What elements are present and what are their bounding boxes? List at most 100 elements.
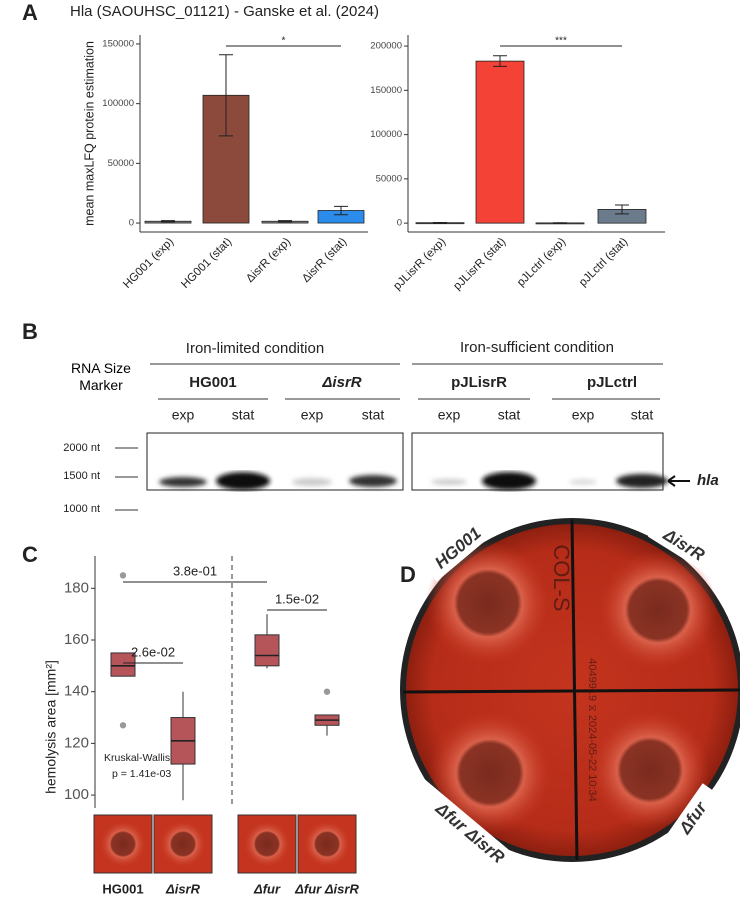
strain: ΔisrR xyxy=(321,374,361,391)
x-tick-label: ΔisrR xyxy=(165,881,201,896)
y-axis-label: hemolysis area [mm²] xyxy=(43,660,59,794)
band xyxy=(349,475,397,487)
y-tick-label: 100000 xyxy=(370,129,402,140)
error-bar xyxy=(278,220,292,223)
phase: exp xyxy=(172,407,195,423)
error-bar xyxy=(493,55,507,67)
x-tick-label: HG001 (stat) xyxy=(179,236,234,291)
condition: Iron-sufficient condition xyxy=(460,339,614,356)
x-tick-label: ΔisrR (exp) xyxy=(244,236,293,285)
bands xyxy=(159,472,668,490)
thumb-halo xyxy=(243,820,291,868)
x-tick-label: ΔisrR (stat) xyxy=(300,236,349,285)
label-paper xyxy=(421,514,495,582)
box xyxy=(110,652,136,677)
bar xyxy=(475,60,525,224)
marker: 2000 nt xyxy=(63,442,100,454)
figure-title: Hla (SAOUHSC_01121) - Ganske et al. (202… xyxy=(70,3,379,20)
band xyxy=(216,472,270,490)
y-tick-label: 140 xyxy=(64,683,89,700)
label-paper xyxy=(408,778,532,888)
thumb-halo xyxy=(99,820,147,868)
band xyxy=(292,478,332,486)
outlier xyxy=(323,688,331,695)
error-bar xyxy=(433,221,447,224)
plate xyxy=(400,518,740,862)
y-tick-label: 160 xyxy=(64,631,89,648)
outlier xyxy=(119,572,127,579)
label-paper xyxy=(647,516,721,574)
error-bar xyxy=(161,220,175,223)
outlier xyxy=(119,722,127,729)
box xyxy=(254,634,280,667)
target: hla xyxy=(697,472,719,489)
x-tick-label: HG001 (exp) xyxy=(121,236,176,291)
arrow xyxy=(667,475,690,487)
error-bar xyxy=(334,205,348,216)
phase: exp xyxy=(438,407,461,423)
panel-label: C xyxy=(22,542,38,567)
x-tick-label: pJLctrl (exp) xyxy=(515,236,568,289)
p-value: 2.6e-02 xyxy=(131,644,175,659)
error-bar xyxy=(219,54,233,137)
band xyxy=(431,479,467,485)
plate-label: ΔisrR xyxy=(647,516,721,574)
y-tick-label: 120 xyxy=(64,734,89,751)
test-name: Kruskal-Wallis xyxy=(104,752,170,764)
band xyxy=(159,477,207,487)
y-tick-label: 150000 xyxy=(370,85,402,96)
y-tick-label: 0 xyxy=(129,218,134,229)
marker-title-box: RNA Size Marker xyxy=(71,360,131,393)
error-bar xyxy=(615,204,629,215)
x-tick-label: pJLisrR (exp) xyxy=(391,236,448,293)
phase: stat xyxy=(362,407,385,423)
x-tick-label: Δfur ΔisrR xyxy=(294,881,359,896)
strain: HG001 xyxy=(189,374,237,391)
x-tick-label: pJLisrR (stat) xyxy=(451,236,508,293)
panel-label: D xyxy=(400,562,416,587)
band xyxy=(616,474,668,488)
phase: stat xyxy=(498,407,521,423)
thumb-halo xyxy=(303,820,351,868)
significance: *** xyxy=(555,36,567,47)
condition: Iron-limited condition xyxy=(186,340,324,357)
phase: exp xyxy=(301,407,324,423)
x-tick-label: Δfur xyxy=(253,881,281,896)
band xyxy=(569,479,597,485)
northern-blot: Iron-limited condition Iron-sufficient c… xyxy=(63,339,718,515)
test-p: p = 1.41e-03 xyxy=(112,768,171,780)
y-tick-label: 0 xyxy=(397,218,402,229)
halo xyxy=(428,711,552,835)
phase: stat xyxy=(232,407,255,423)
panel-label: A xyxy=(22,0,38,25)
y-tick-label: 180 xyxy=(64,579,89,596)
panel-label: B xyxy=(22,319,38,344)
phase: stat xyxy=(631,407,654,423)
phase: exp xyxy=(572,407,595,423)
x-tick-label: HG001 xyxy=(102,881,143,896)
y-tick-label: 150000 xyxy=(102,38,134,49)
plate-writing: COL-S xyxy=(549,544,574,611)
y-tick-label: 50000 xyxy=(108,158,134,169)
strain: pJLctrl xyxy=(587,374,637,391)
halo xyxy=(590,710,710,830)
plate-writing: 4049919 ⧖ 2024-05-22 10:34 xyxy=(586,658,598,802)
divider xyxy=(402,688,740,694)
y-axis-label: mean maxLFQ protein estimation xyxy=(82,41,96,226)
x-tick-label: pJLctrl (stat) xyxy=(577,236,630,289)
label-paper xyxy=(663,783,723,853)
marker-title: RNA Size Marker xyxy=(71,360,131,393)
thumb-halo xyxy=(159,820,207,868)
strain: pJLisrR xyxy=(451,374,507,391)
y-tick-label: 50000 xyxy=(376,173,402,184)
y-tick-label: 200000 xyxy=(370,41,402,52)
y-tick-label: 100 xyxy=(64,786,89,803)
p-value: 3.8e-01 xyxy=(173,563,217,578)
y-tick-label: 100000 xyxy=(102,98,134,109)
marker: 1000 nt xyxy=(63,503,100,515)
halo xyxy=(426,541,550,665)
band xyxy=(482,472,536,490)
significance: * xyxy=(282,36,286,47)
halo xyxy=(598,550,718,670)
